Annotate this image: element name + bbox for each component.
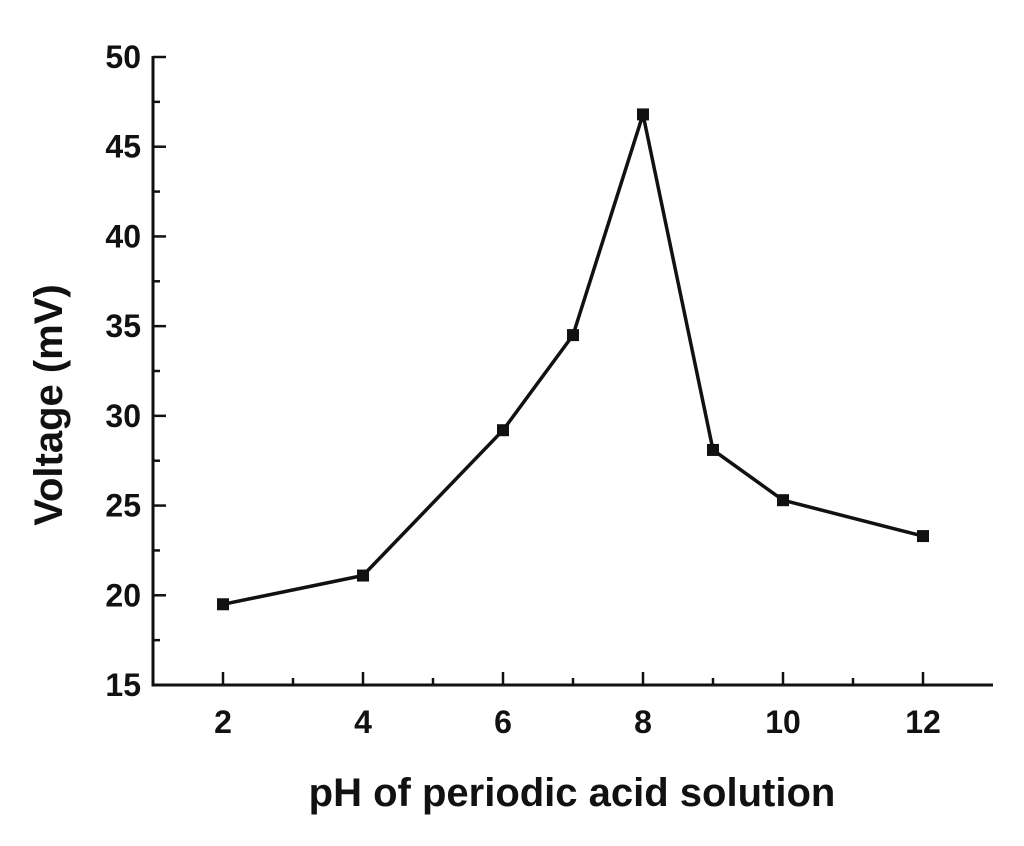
- data-point-marker: [567, 329, 579, 342]
- data-point-marker: [637, 108, 649, 121]
- data-point-marker: [217, 598, 229, 611]
- y-tick-label: 40: [105, 218, 141, 254]
- y-tick-label: 20: [105, 577, 141, 613]
- data-point-marker: [917, 530, 929, 543]
- data-point-marker: [357, 569, 369, 582]
- x-tick-label: 8: [634, 704, 652, 740]
- series-layer: [217, 108, 929, 611]
- y-axis-title: Voltage (mV): [27, 284, 71, 526]
- data-point-marker: [497, 424, 509, 437]
- data-point-marker: [777, 494, 789, 507]
- x-tick-label: 12: [905, 704, 941, 740]
- y-tick-label: 25: [105, 488, 141, 524]
- y-tick-label: 15: [105, 667, 141, 703]
- y-tick-label: 35: [105, 308, 141, 344]
- data-point-marker: [707, 443, 719, 456]
- tick-labels: 2 4 6 8 10 12 15 20 25 30 35 40 45 50: [105, 39, 940, 740]
- x-tick-label: 2: [214, 704, 232, 740]
- x-tick-label: 6: [494, 704, 512, 740]
- x-tick-label: 4: [354, 704, 372, 740]
- ticks: [153, 55, 925, 687]
- x-axis-title: pH of periodic acid solution: [309, 771, 836, 815]
- y-tick-label: 50: [105, 39, 141, 75]
- x-tick-label: 10: [765, 704, 801, 740]
- series-line: [221, 112, 925, 607]
- y-tick-label: 45: [105, 129, 141, 165]
- y-tick-label: 30: [105, 398, 141, 434]
